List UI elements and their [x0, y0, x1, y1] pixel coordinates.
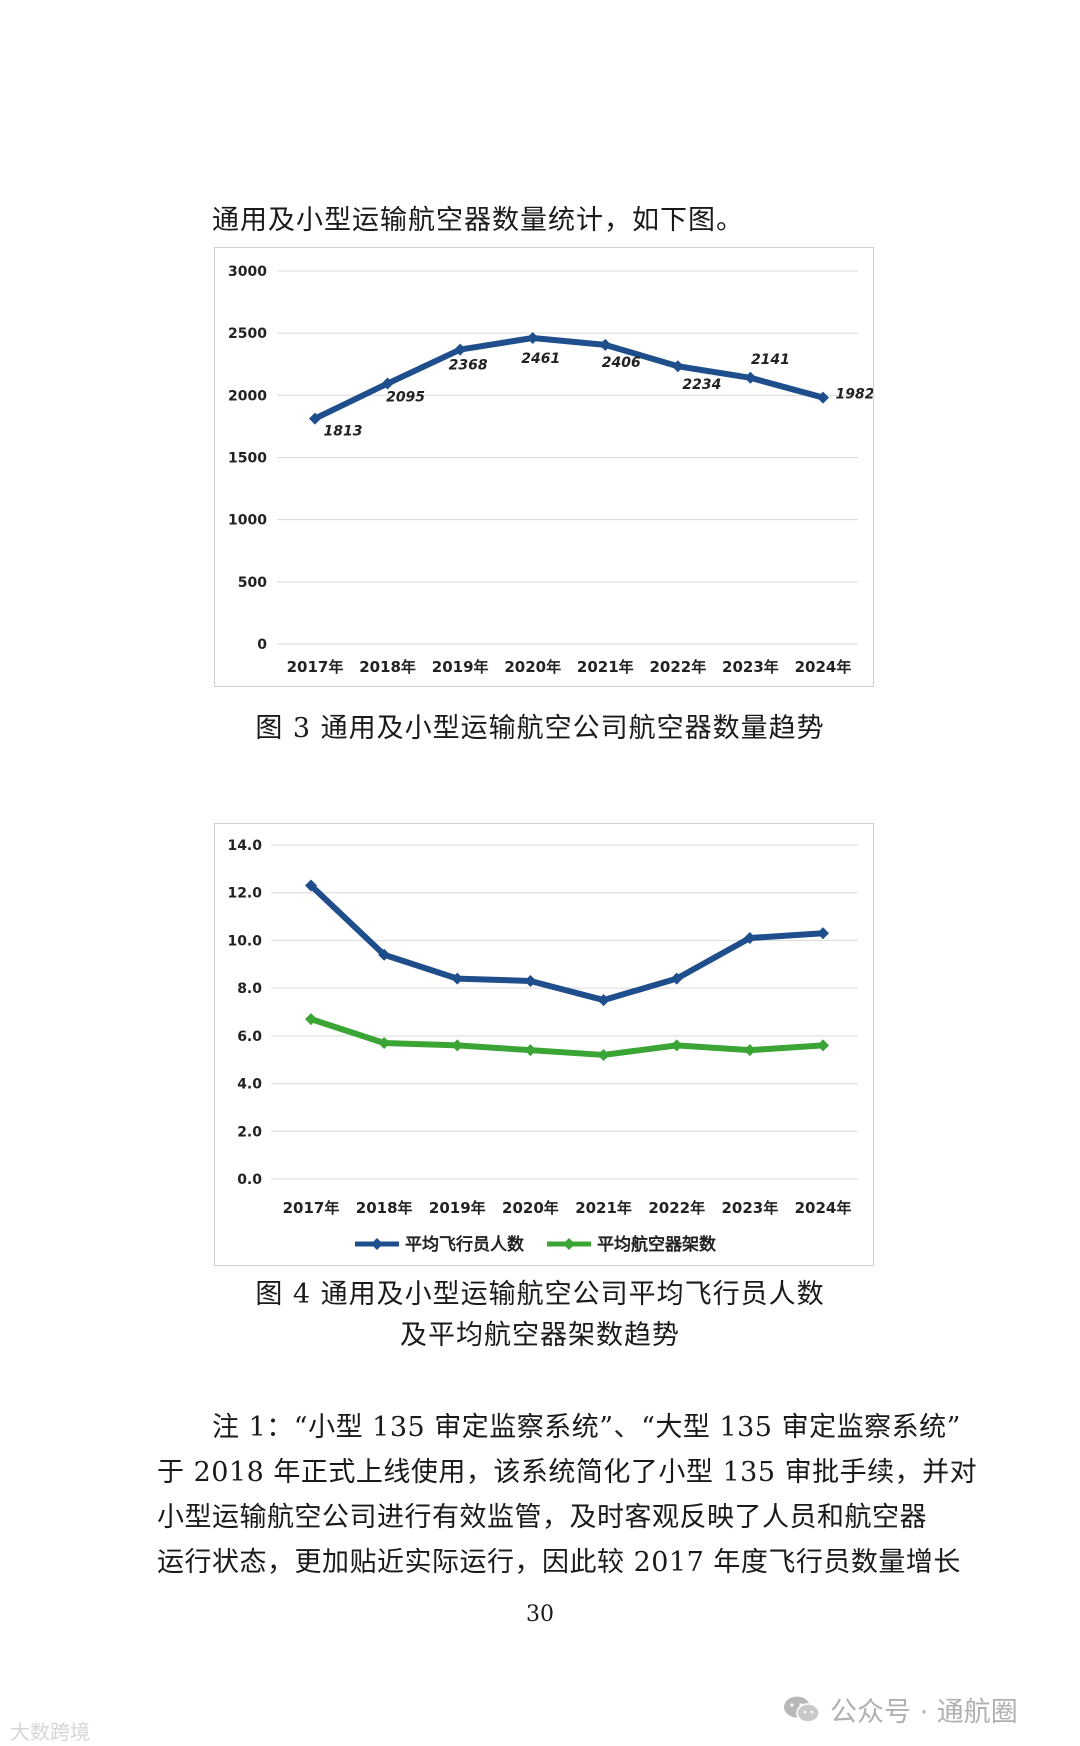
- figure-4-chart: 0.0 2.0 4.0 6.0 8.0 10.0 12.0 14.0 2017年 2018年 201…: [214, 823, 874, 1266]
- data-point: [744, 371, 757, 384]
- note-line-3: 小型运输航空公司进行有效监管，及时客观反映了人员和航空器: [157, 1502, 927, 1533]
- series-line-2: [308, 1016, 826, 1058]
- data-point: [670, 972, 683, 985]
- data-point: [451, 972, 464, 985]
- y-tick-label: 10.0: [227, 933, 262, 949]
- y-tick-label: 14.0: [227, 838, 262, 854]
- x-tick-label: 2021年: [577, 658, 634, 676]
- data-point: [671, 360, 684, 373]
- y-tick-label: 2500: [228, 326, 267, 342]
- data-point: [817, 927, 829, 940]
- data-label: 2406: [602, 355, 641, 371]
- data-point: [599, 338, 612, 351]
- note-line-4: 运行状态，更加贴近实际运行，因此较 2017 年度飞行员数量增长: [157, 1547, 961, 1578]
- y-tick-label: 0: [257, 637, 267, 653]
- data-point: [817, 1039, 829, 1052]
- watermark-right-text: 公众号 · 通航圈: [830, 1697, 1018, 1728]
- note-line-2: 于 2018 年正式上线使用，该系统简化了小型 135 审批手续，并对: [157, 1457, 978, 1488]
- x-tick-label: 2018年: [359, 658, 416, 676]
- series-line-1: [308, 882, 826, 1004]
- x-tick-label: 2020年: [504, 658, 561, 676]
- series-line-1: [312, 335, 826, 422]
- data-point: [305, 1013, 317, 1026]
- data-point: [817, 391, 829, 404]
- x-tick-label: 2023年: [721, 1199, 778, 1217]
- y-tick-label: 3000: [228, 264, 267, 280]
- legend-swatch-marker: [371, 1238, 383, 1250]
- data-point: [743, 932, 756, 945]
- y-tick-label: 2.0: [237, 1124, 262, 1140]
- x-tick-label: 2024年: [795, 1199, 852, 1217]
- figure-4-caption-line1: 图 4 通用及小型运输航空公司平均飞行员人数: [255, 1279, 825, 1310]
- x-tick-label: 2019年: [429, 1199, 486, 1217]
- data-point: [743, 1044, 756, 1057]
- y-tick-label: 500: [238, 575, 267, 591]
- watermark-right: 公众号 · 通航圈: [782, 1690, 1018, 1729]
- figure-3-svg: 0 500 1000 1500 2000 2500 3000 2017年 2018年 2019年 2…: [228, 264, 873, 676]
- intro-text: 通用及小型运输航空器数量统计，如下图。: [212, 205, 744, 236]
- x-tick-label: 2021年: [575, 1199, 632, 1217]
- data-point: [305, 879, 317, 892]
- x-tick-label: 2018年: [356, 1199, 413, 1217]
- y-tick-label: 1000: [228, 513, 267, 529]
- note-line-1: 注 1：“小型 135 审定监察系统”、“大型 135 审定监察系统”: [212, 1412, 961, 1443]
- legend-swatch-marker: [563, 1238, 575, 1250]
- x-tick-label: 2020年: [502, 1199, 559, 1217]
- data-label: 2368: [449, 358, 488, 374]
- data-label: 2234: [682, 377, 721, 393]
- x-tick-label: 2017年: [287, 658, 344, 676]
- data-label: 2095: [386, 390, 425, 406]
- figure-4-svg: 0.0 2.0 4.0 6.0 8.0 10.0 12.0 14.0 2017年 2018年 201…: [227, 838, 858, 1255]
- data-point: [309, 412, 321, 425]
- y-tick-label: 12.0: [227, 886, 262, 902]
- data-point: [524, 974, 537, 987]
- x-tick-label: 2024年: [795, 658, 852, 676]
- x-tick-label: 2022年: [648, 1199, 705, 1217]
- data-point: [524, 1044, 537, 1057]
- data-point: [526, 332, 539, 345]
- y-tick-label: 1500: [228, 451, 267, 467]
- data-point: [451, 1039, 464, 1052]
- wechat-icon: [784, 1696, 820, 1723]
- page-number: 30: [526, 1602, 554, 1627]
- data-label: 2141: [751, 352, 790, 368]
- data-label: 1982: [836, 387, 873, 403]
- x-tick-label: 2022年: [649, 658, 706, 676]
- figure-3-chart: 0 500 1000 1500 2000 2500 3000 2017年 2018年 2019年 2…: [214, 247, 874, 687]
- legend-label: 平均航空器架数: [597, 1234, 717, 1255]
- data-point: [378, 948, 391, 961]
- x-tick-label: 2023年: [722, 658, 779, 676]
- data-point: [597, 1048, 610, 1061]
- y-tick-label: 0.0: [237, 1172, 262, 1188]
- figure-3-caption: 图 3 通用及小型运输航空公司航空器数量趋势: [255, 713, 825, 744]
- data-label: 1813: [324, 424, 363, 440]
- y-tick-label: 2000: [228, 388, 267, 404]
- figure-4-caption-line2: 及平均航空器架数趋势: [400, 1320, 680, 1351]
- data-point: [381, 377, 394, 390]
- data-point: [378, 1037, 391, 1050]
- y-tick-label: 8.0: [237, 981, 262, 997]
- data-point: [454, 343, 467, 356]
- x-tick-label: 2017年: [283, 1199, 340, 1217]
- y-tick-label: 6.0: [237, 1029, 262, 1045]
- legend-label: 平均飞行员人数: [405, 1234, 525, 1255]
- y-tick-label: 4.0: [237, 1077, 262, 1093]
- watermark-left: 大数跨境: [10, 1720, 90, 1744]
- data-point: [597, 994, 610, 1007]
- data-label: 2461: [521, 351, 560, 367]
- data-point: [670, 1039, 683, 1052]
- x-tick-label: 2019年: [432, 658, 489, 676]
